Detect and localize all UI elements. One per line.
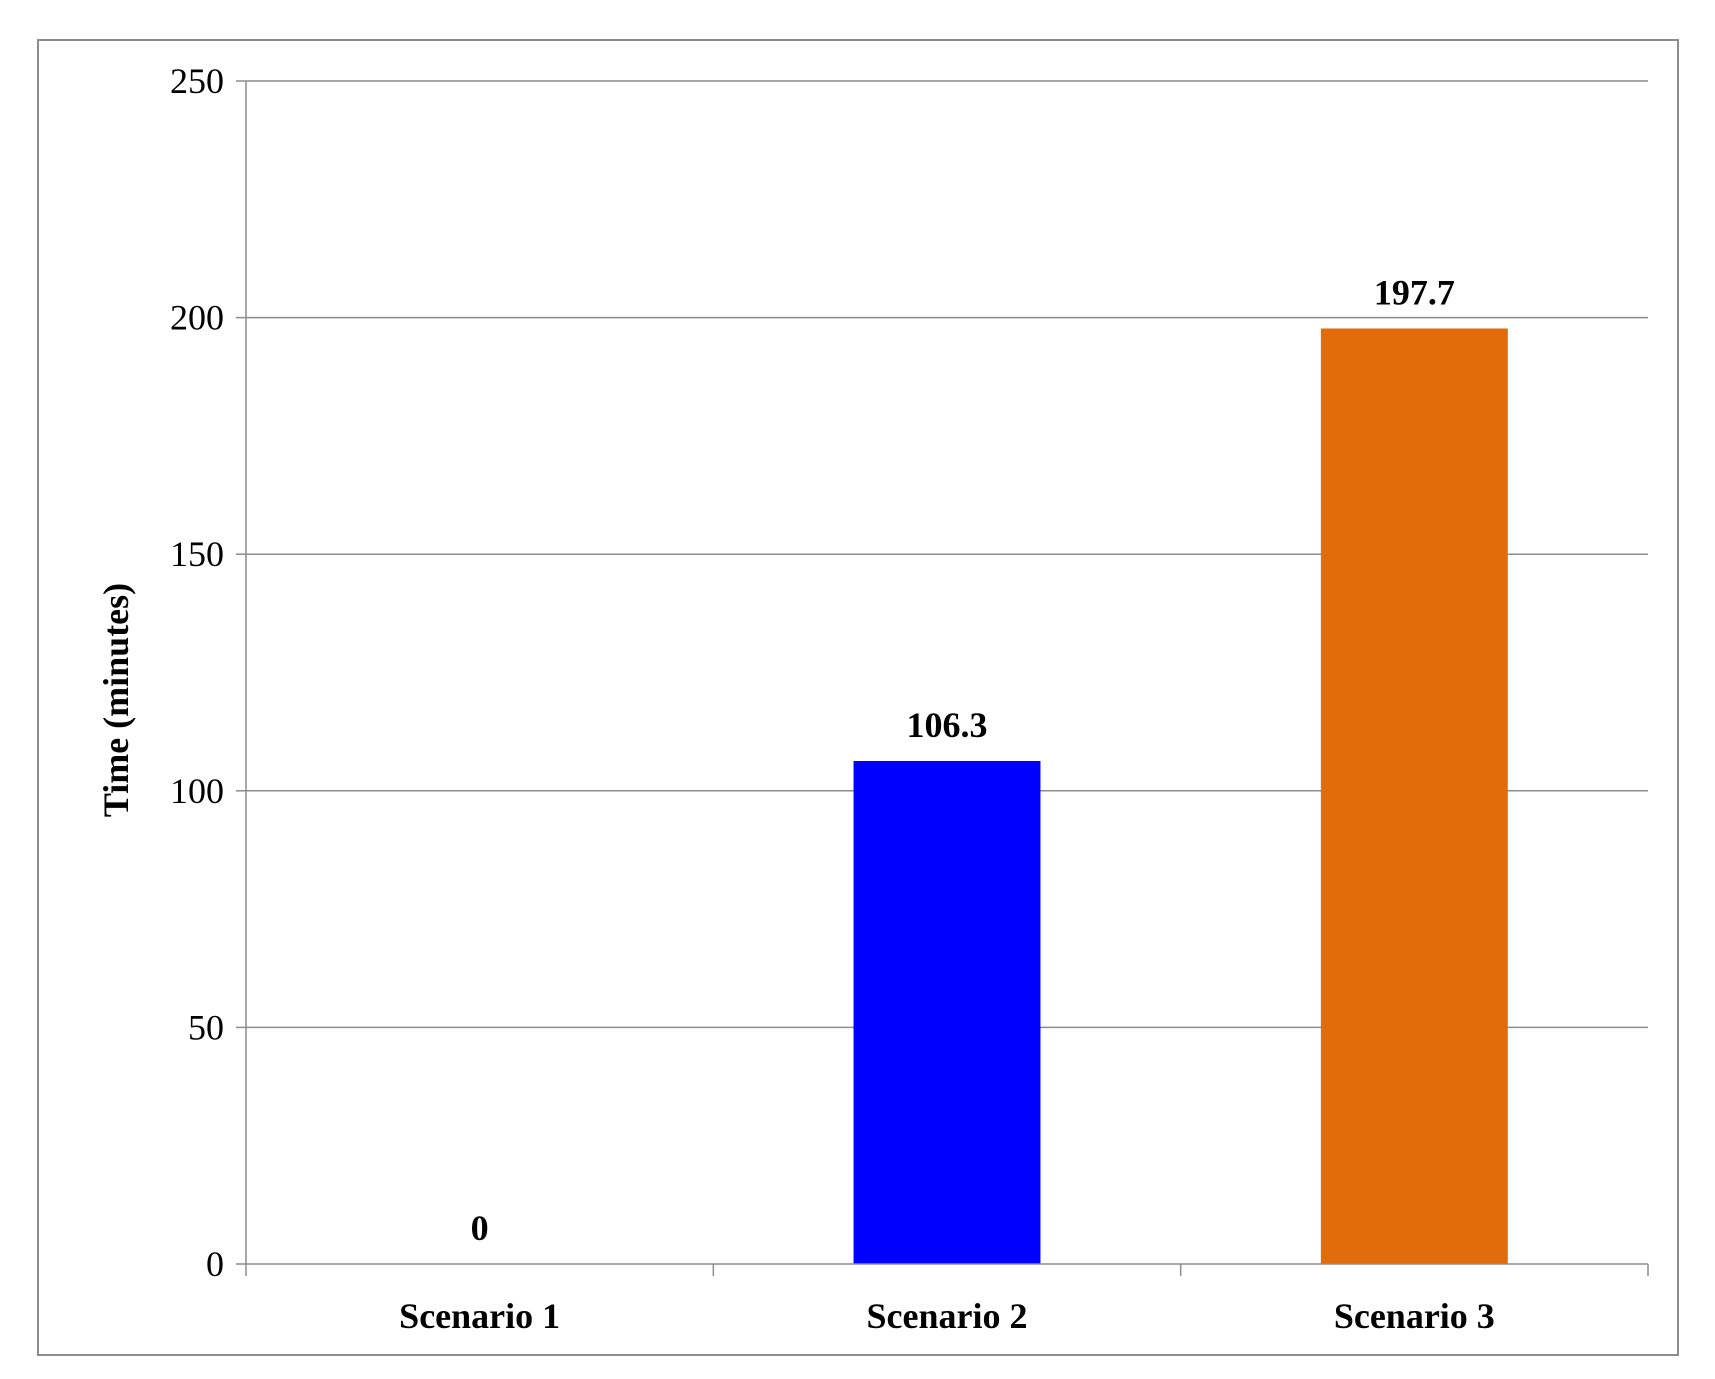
x-category-label: Scenario 1 bbox=[399, 1296, 560, 1336]
y-tick-label: 150 bbox=[170, 534, 224, 574]
labels: 0 50 100 150 200 250 0 Scenario 1 106.3 Scenario … bbox=[170, 61, 1495, 1336]
y-tick-label: 0 bbox=[206, 1244, 224, 1284]
y-tick-label: 50 bbox=[188, 1007, 224, 1047]
y-tick-label: 100 bbox=[170, 771, 224, 811]
data-label: 197.7 bbox=[1374, 272, 1455, 312]
axes bbox=[236, 80, 1649, 1276]
y-tick-label: 250 bbox=[170, 61, 224, 101]
data-label: 106.3 bbox=[907, 705, 988, 745]
bar-3 bbox=[1320, 328, 1508, 1264]
bar-2 bbox=[853, 760, 1041, 1264]
x-category-label: Scenario 2 bbox=[867, 1296, 1028, 1336]
y-tick-label: 200 bbox=[170, 298, 224, 338]
x-category-label: Scenario 3 bbox=[1334, 1296, 1495, 1336]
data-label: 0 bbox=[471, 1208, 489, 1248]
bars bbox=[853, 328, 1508, 1264]
y-axis-title: Time (minutes) bbox=[96, 583, 136, 817]
